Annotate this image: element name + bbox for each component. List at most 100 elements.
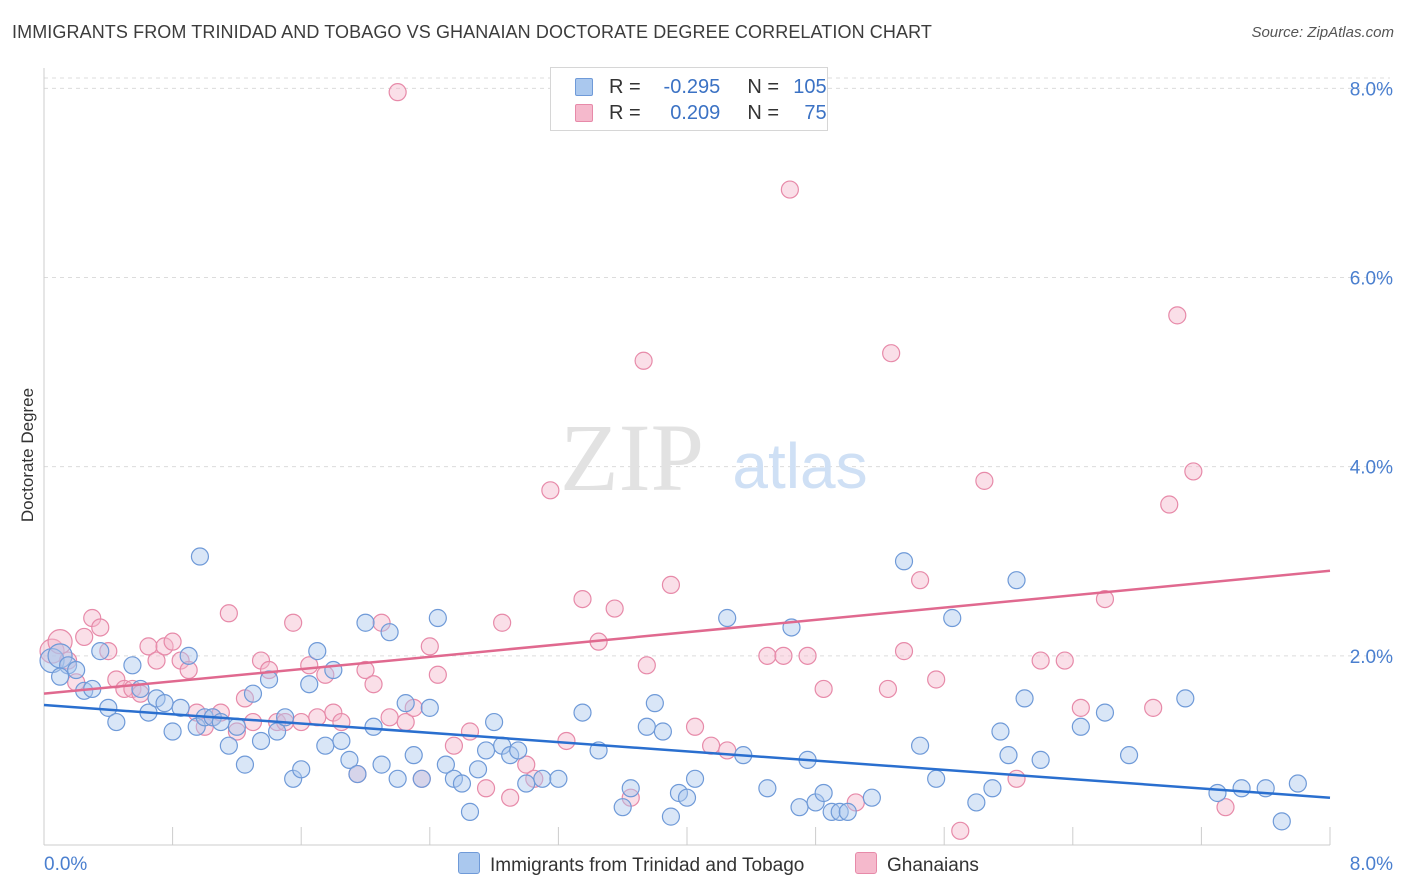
ghanaians-point-72 <box>910 571 930 590</box>
trinidad-point-42 <box>380 623 399 642</box>
ghanaians-point-77 <box>1031 651 1050 670</box>
trinidad-point-48 <box>428 608 447 628</box>
ghanaians-point-86 <box>634 351 653 370</box>
ghanaians-point-4 <box>75 627 94 647</box>
ghanaians-point-49 <box>476 779 496 798</box>
r-value: -0.295 <box>663 76 721 98</box>
trinidad-point-38 <box>348 764 367 784</box>
trinidad-point-80 <box>814 783 833 803</box>
ghanaians-point-55 <box>557 731 576 751</box>
r-label: R = <box>609 76 641 98</box>
y-tick-label-1: 4.0% <box>1350 458 1393 479</box>
trinidad-point-62 <box>573 703 592 722</box>
ghanaians-point-74 <box>951 821 970 840</box>
ghanaians-point-71 <box>894 642 914 661</box>
n-label: N = <box>747 102 780 124</box>
ghanaians-point-80 <box>1095 589 1115 609</box>
trinidad-point-49 <box>436 755 455 774</box>
trinidad-point-84 <box>862 788 881 807</box>
ghanaians-point-82 <box>1160 495 1179 514</box>
trinidad-point-77 <box>790 798 809 817</box>
ghanaians-point-67 <box>798 646 817 665</box>
bottom-legend-trinidad: Immigrants from Trinidad and Tobago <box>458 852 804 878</box>
ghanaians-point-78 <box>1055 651 1074 670</box>
trinidad-point-43 <box>388 769 407 788</box>
trinidad-point-14 <box>155 694 174 713</box>
ghanaians-point-46 <box>428 665 447 684</box>
ghanaians-point-51 <box>501 788 520 807</box>
ghanaians-point-66 <box>774 646 793 665</box>
n-label: N = <box>747 76 780 98</box>
correlation-legend: R = -0.295 N = 105 R = 0.209 N = 75 <box>550 67 828 131</box>
trinidad-point-64 <box>613 798 632 817</box>
trinidad-point-105 <box>190 547 210 566</box>
ghanaians-point-54 <box>541 481 560 500</box>
trinidad-point-35 <box>324 660 343 680</box>
ghanaians-point-25 <box>243 712 263 732</box>
watermark-zip: ZIP <box>560 404 704 511</box>
pink-swatch-icon <box>575 104 593 122</box>
trinidad-point-33 <box>308 642 327 661</box>
trinidad-point-45 <box>404 746 423 765</box>
trinidad-point-69 <box>661 807 681 826</box>
x-tick-label-1: 8.0% <box>1350 854 1393 875</box>
trinidad-point-47 <box>420 698 439 717</box>
axes <box>43 68 1331 846</box>
trinidad-point-72 <box>685 769 705 788</box>
ghanaians-point-62 <box>685 717 705 736</box>
trinidad-point-103 <box>1272 812 1291 831</box>
chart-title: IMMIGRANTS FROM TRINIDAD AND TOBAGO VS G… <box>12 22 932 42</box>
legend-label-trinidad: Immigrants from Trinidad and Tobago <box>490 855 805 876</box>
ghanaians-point-30 <box>284 613 303 632</box>
ghanaians-point-60 <box>637 656 656 675</box>
tick-labels: 2.0% 4.0% 6.0% 8.0% 0.0% 8.0% <box>44 79 1393 875</box>
ghanaians-point-83 <box>1168 306 1187 325</box>
trinidad-point-90 <box>983 779 1002 798</box>
trinidad-point-75 <box>758 779 777 798</box>
trinidad-point-10 <box>123 656 142 675</box>
trinidad-point-91 <box>991 722 1010 741</box>
watermark: ZIP atlas <box>560 404 868 511</box>
trinidad-point-99 <box>1176 689 1195 708</box>
trinidad-point-66 <box>637 717 656 736</box>
trinidad-point-39 <box>356 613 375 632</box>
ghanaians-point-38 <box>356 660 375 680</box>
ghanaians-point-68 <box>814 679 833 699</box>
ghanaians-point-79 <box>1071 698 1090 717</box>
ghanaians-point-6 <box>91 618 110 637</box>
trinidad-point-85 <box>894 552 914 571</box>
n-value: 105 <box>793 76 827 98</box>
trinidad-point-73 <box>718 608 737 628</box>
ghanaians-point-64 <box>718 741 737 760</box>
ghanaians-trend-line <box>43 569 1331 695</box>
trinidad-trend-line <box>43 703 1331 799</box>
ghanaians-point-65 <box>758 646 777 665</box>
blue-swatch-icon <box>575 78 593 96</box>
ghanaians-point-87 <box>780 180 799 199</box>
ghanaians-point-15 <box>163 632 182 651</box>
grid-lines <box>44 77 1390 657</box>
ghanaians-point-61 <box>661 575 681 595</box>
ghanaians-point-23 <box>227 722 246 741</box>
trinidad-point-83 <box>838 802 857 821</box>
y-tick-label-3: 8.0% <box>1350 79 1393 100</box>
trinidad-point-88 <box>943 608 962 628</box>
watermark-atlas: atlas <box>732 430 867 502</box>
y-tick-label-2: 6.0% <box>1350 269 1393 290</box>
trinidad-point-87 <box>927 769 946 788</box>
trinidad-point-61 <box>549 769 568 788</box>
trinidad-point-97 <box>1095 703 1115 722</box>
ghanaians-point-48 <box>460 722 480 741</box>
ghanaians-point-88 <box>882 344 901 363</box>
ghanaians-point-13 <box>147 651 166 670</box>
trinidad-point-65 <box>621 779 640 798</box>
trinidad-point-71 <box>677 788 697 807</box>
ghanaians-point-89 <box>388 83 407 102</box>
trinidad-point-34 <box>316 736 335 755</box>
ghanaians-point-17 <box>179 660 198 680</box>
source-note: Source: ZipAtlas.com <box>1251 24 1394 41</box>
r-label: R = <box>609 102 641 124</box>
trend-lines <box>43 569 1331 799</box>
ghanaians-point-84 <box>1184 462 1203 481</box>
